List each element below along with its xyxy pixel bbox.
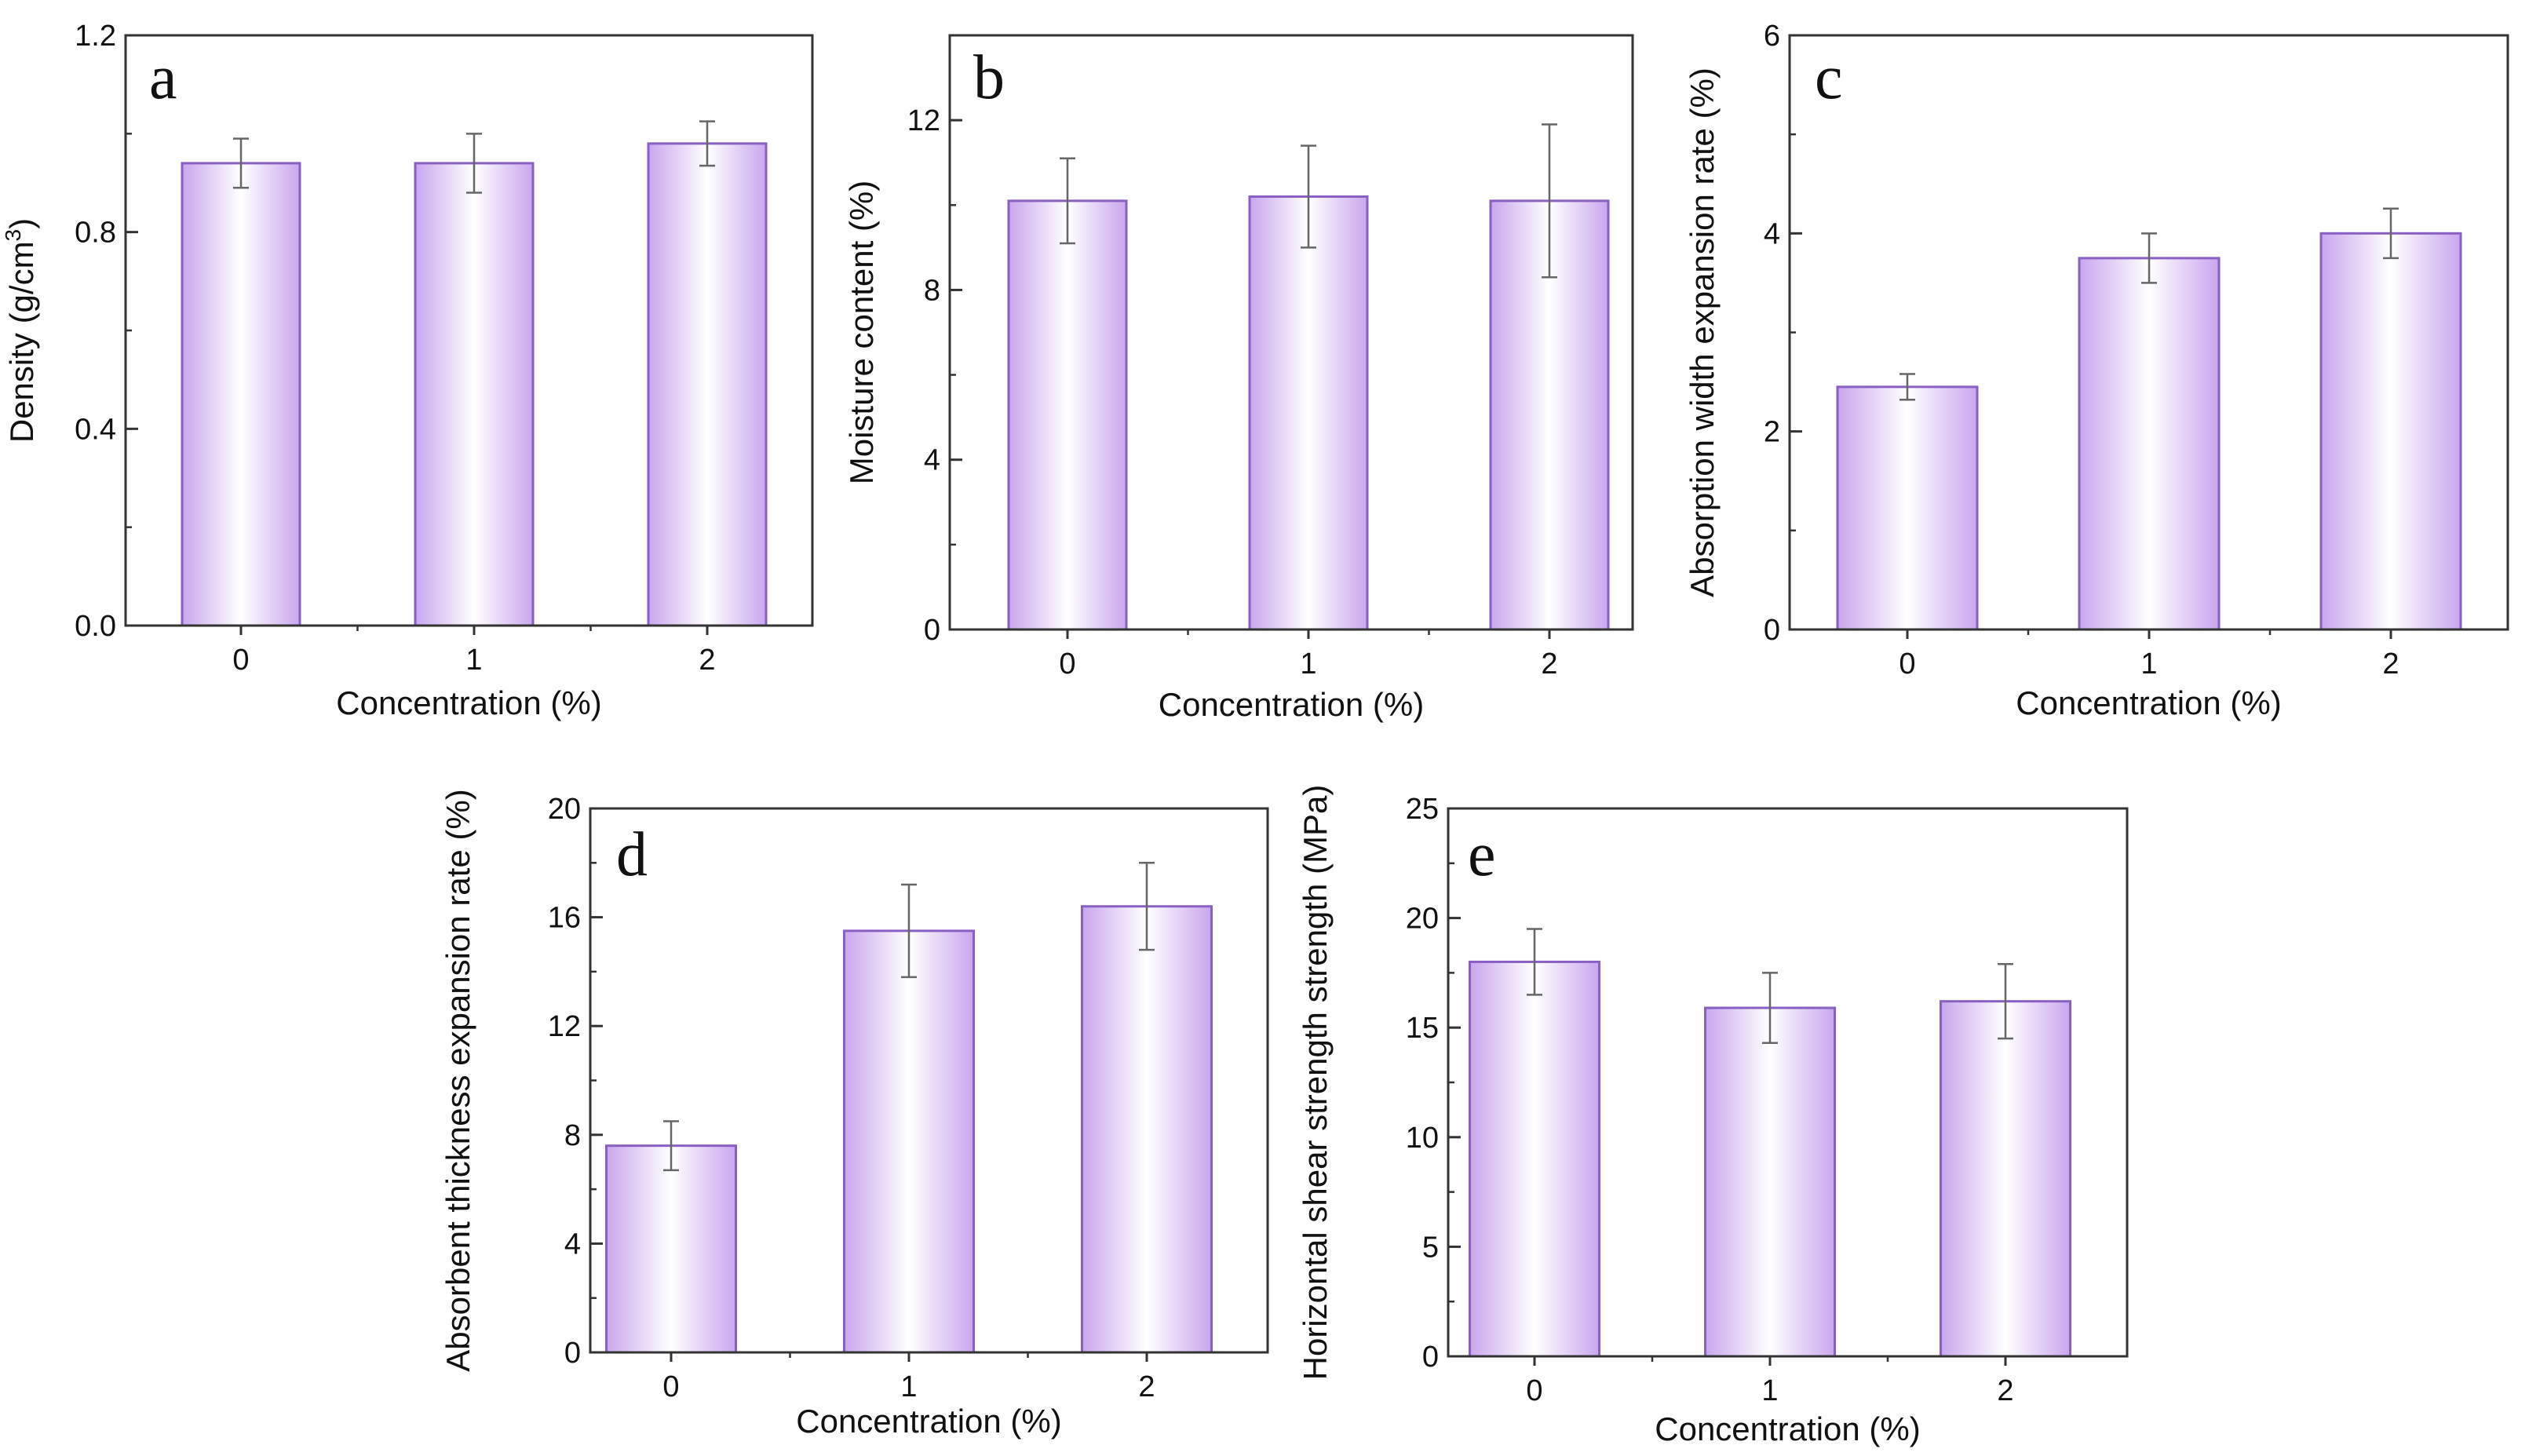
panel-letter-b: b bbox=[973, 43, 1005, 112]
x-tick-label: 1 bbox=[1761, 1374, 1778, 1407]
y-tick-label: 15 bbox=[1406, 1012, 1439, 1045]
x-tick-label: 1 bbox=[2140, 648, 2157, 681]
y-tick-label: 8 bbox=[564, 1119, 581, 1152]
x-axis-title: Concentration (%) bbox=[1159, 686, 1424, 723]
bar-d-1 bbox=[843, 929, 975, 1354]
y-tick-label: 12 bbox=[548, 1010, 581, 1043]
bar-b-1 bbox=[1248, 195, 1369, 631]
error-bar-d-2 bbox=[1139, 862, 1155, 951]
error-bar-a-0 bbox=[233, 137, 249, 189]
y-tick-label: 16 bbox=[548, 902, 581, 935]
x-axis-title: Concentration (%) bbox=[2016, 684, 2281, 721]
error-bar-d-0 bbox=[663, 1120, 679, 1172]
y-tick-label: 1.2 bbox=[75, 20, 116, 53]
error-bar-d-1 bbox=[901, 883, 917, 979]
panel-letter-d: d bbox=[616, 820, 648, 889]
y-tick-label: 0.4 bbox=[75, 413, 116, 446]
y-axis-title: Horizontal shear strength strength (MPa) bbox=[1297, 785, 1334, 1381]
bar-c-0 bbox=[1836, 385, 1979, 631]
error-bar-e-1 bbox=[1762, 972, 1778, 1044]
bar-e-1 bbox=[1704, 1006, 1836, 1358]
y-axis-title: Density (g/cm3) bbox=[1, 218, 40, 443]
y-tick-label: 20 bbox=[1406, 903, 1439, 936]
bar-e-2 bbox=[1940, 1000, 2071, 1358]
bar-d-0 bbox=[605, 1144, 737, 1354]
y-axis-title-end: ) bbox=[3, 218, 40, 229]
y-tick-label: 0 bbox=[564, 1337, 581, 1370]
y-axis-title-superscript: 3 bbox=[1, 229, 25, 242]
x-tick-label: 1 bbox=[1300, 648, 1316, 681]
y-tick-label: 4 bbox=[1764, 217, 1780, 250]
y-tick-label: 5 bbox=[1422, 1231, 1439, 1264]
bar-a-2 bbox=[647, 142, 768, 627]
panel-c: 0 2 4 6 0 1 2 Concentration (%) Absorption width… bbox=[1684, 20, 2509, 721]
y-tick-label: 4 bbox=[924, 444, 940, 477]
y-tick-label: 20 bbox=[548, 793, 581, 826]
y-tick-label: 0 bbox=[924, 614, 940, 647]
x-tick-label: 1 bbox=[465, 644, 482, 677]
x-tick-label: 2 bbox=[1138, 1370, 1155, 1403]
error-bar-b-0 bbox=[1060, 157, 1075, 245]
x-tick-label: 2 bbox=[2382, 648, 2399, 681]
bar-e-0 bbox=[1469, 960, 1600, 1358]
x-tick-label: 2 bbox=[1541, 648, 1557, 681]
y-tick-label: 25 bbox=[1406, 793, 1439, 826]
error-bar-b-1 bbox=[1301, 144, 1316, 249]
x-tick-label: 0 bbox=[662, 1370, 679, 1403]
y-axis-title: Absorption width expansion rate (%) bbox=[1684, 68, 1721, 597]
y-axis-title: Moisture content (%) bbox=[843, 181, 880, 484]
bar-c-2 bbox=[2319, 232, 2462, 631]
bar-b-0 bbox=[1007, 199, 1128, 631]
panel-e: 0 5 10 15 20 25 0 1 2 Concentration (%) Horizontal… bbox=[1297, 785, 2129, 1447]
y-tick-label: 12 bbox=[907, 104, 940, 137]
plot-frame-b bbox=[948, 34, 1634, 631]
x-tick-label: 2 bbox=[699, 644, 715, 677]
y-axis-title: Absorbent thickness expansion rate (%) bbox=[440, 789, 476, 1371]
panel-a: 0.0 0.4 0.8 1.2 0 1 2 Concentration (%) Density … bbox=[1, 20, 814, 721]
y-tick-label: 0 bbox=[1764, 614, 1780, 647]
x-tick-label: 1 bbox=[900, 1370, 917, 1403]
bar-a-1 bbox=[414, 162, 535, 627]
x-tick-label: 2 bbox=[1997, 1374, 2013, 1407]
error-bar-c-1 bbox=[2141, 232, 2157, 284]
panel-letter-a: a bbox=[149, 43, 177, 112]
x-tick-label: 0 bbox=[1526, 1374, 1542, 1407]
panel-letter-c: c bbox=[1815, 43, 1843, 112]
y-tick-label: 2 bbox=[1764, 416, 1780, 449]
y-tick-label: 0.8 bbox=[75, 217, 116, 250]
error-bar-b-2 bbox=[1542, 123, 1557, 279]
y-tick-label: 10 bbox=[1406, 1122, 1439, 1155]
panel-letter-e: e bbox=[1468, 820, 1496, 889]
error-bar-c-2 bbox=[2383, 207, 2399, 260]
x-tick-label: 0 bbox=[232, 644, 249, 677]
bar-c-1 bbox=[2078, 257, 2221, 631]
y-axis-title-main: Density (g/cm bbox=[3, 241, 40, 443]
error-bar-e-0 bbox=[1527, 928, 1542, 996]
x-tick-label: 0 bbox=[1059, 648, 1075, 681]
error-bar-a-2 bbox=[699, 120, 715, 167]
x-axis-title: Concentration (%) bbox=[1655, 1410, 1920, 1447]
x-axis-title: Concentration (%) bbox=[336, 684, 601, 721]
y-tick-label: 6 bbox=[1764, 20, 1780, 53]
x-tick-label: 0 bbox=[1899, 648, 1915, 681]
y-tick-label: 8 bbox=[924, 274, 940, 307]
y-tick-label: 4 bbox=[564, 1228, 581, 1261]
y-tick-label: 0.0 bbox=[75, 610, 116, 643]
error-bar-c-0 bbox=[1899, 373, 1915, 401]
error-bar-e-2 bbox=[1998, 962, 2013, 1040]
bar-a-0 bbox=[181, 162, 301, 627]
bar-d-2 bbox=[1081, 905, 1213, 1354]
error-bar-a-1 bbox=[466, 133, 482, 194]
y-tick-label: 0 bbox=[1422, 1341, 1439, 1374]
x-axis-title: Concentration (%) bbox=[796, 1403, 1061, 1440]
